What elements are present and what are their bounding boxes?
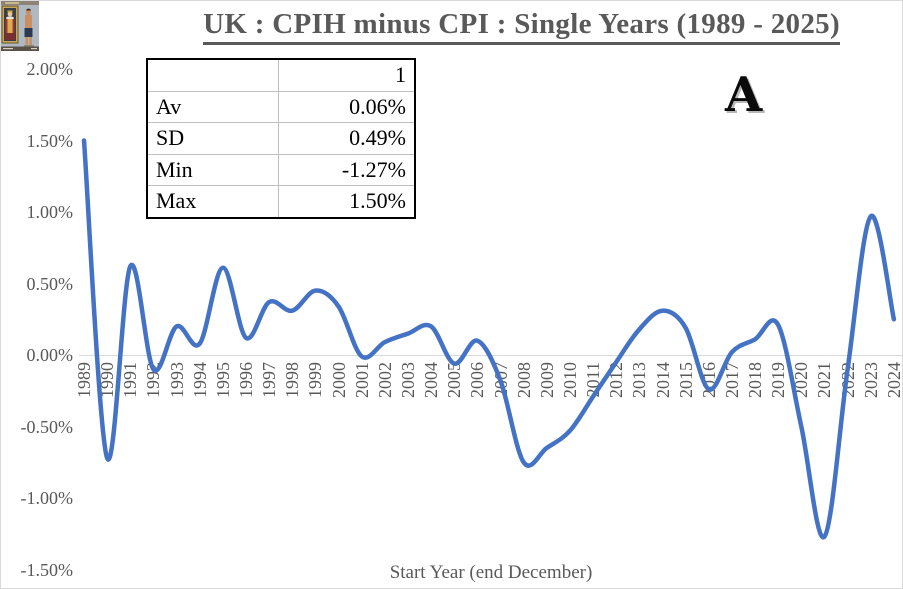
stat-label-max: Max — [146, 185, 279, 218]
y-axis-tick-label: 0.50% — [26, 273, 74, 294]
x-axis-tick-label: 2007 — [490, 362, 511, 398]
chart-title-row: UK : CPIH minus CPI : Single Years (1989… — [141, 8, 902, 45]
x-axis-tick-label: 1989 — [74, 362, 94, 398]
x-axis-tick-label: 2017 — [721, 362, 742, 398]
y-axis-tick-label: -0.50% — [20, 416, 74, 437]
x-axis-tick-label: 1998 — [282, 362, 303, 398]
stats-column-header: 1 — [278, 58, 416, 92]
x-axis-tick-label: 1995 — [212, 362, 233, 398]
x-axis-tick-label: 1990 — [97, 362, 118, 398]
table-row: Max 1.50% — [146, 185, 416, 218]
ornamental-letter-a: A — [725, 67, 763, 123]
x-axis-tick-label: 2013 — [629, 362, 650, 398]
stat-value-max: 1.50% — [278, 185, 416, 218]
stat-value-sd: 0.49% — [278, 122, 416, 155]
x-axis-tick-label: 2004 — [421, 362, 442, 398]
x-axis-tick-label: 2008 — [513, 362, 534, 398]
x-axis-tick-label: 1997 — [259, 362, 280, 398]
table-row: 1 — [146, 58, 416, 92]
table-row: Min -1.27% — [146, 153, 416, 186]
x-axis-tick-label: 2022 — [837, 362, 858, 398]
y-axis-tick-label: 2.00% — [26, 59, 74, 79]
x-axis-tick-label: 2005 — [444, 362, 465, 398]
x-axis-tick-label: 2024 — [883, 362, 903, 398]
x-axis-tick-label: 2006 — [467, 362, 488, 398]
x-axis-tick-label: 1992 — [143, 362, 164, 398]
x-axis-tick-label: 2014 — [652, 362, 673, 398]
x-axis-tick-label: 1991 — [120, 362, 141, 398]
stat-label-sd: SD — [146, 122, 279, 155]
x-axis-tick-label: 2019 — [768, 362, 789, 398]
header-thumbnail-image — [1, 1, 39, 51]
x-axis-tick-label: 1999 — [305, 362, 326, 398]
table-row: SD 0.49% — [146, 122, 416, 155]
y-axis-tick-label: 1.00% — [26, 202, 74, 222]
x-axis-tick-label: 2002 — [374, 362, 395, 398]
x-axis-tick-label: 2010 — [559, 362, 580, 398]
x-axis-tick-label: 2023 — [860, 362, 881, 398]
x-axis-tick-label: 2015 — [675, 362, 696, 398]
x-axis-title: Start Year (end December) — [389, 562, 593, 583]
chart-title: UK : CPIH minus CPI : Single Years (1989… — [203, 8, 840, 45]
stat-value-av: 0.06% — [278, 90, 416, 123]
y-axis-tick-label: -1.00% — [20, 488, 74, 508]
stat-label-min: Min — [146, 153, 279, 186]
stat-label-av: Av — [146, 90, 279, 123]
stats-table: 1 Av 0.06% SD 0.49% Min -1.27% Max 1.50% — [146, 58, 416, 219]
x-axis-tick-label: 2018 — [745, 362, 766, 398]
x-axis-tick-label: 1996 — [235, 362, 256, 398]
x-axis-tick-label: 1994 — [189, 362, 210, 398]
x-axis-tick-label: 2021 — [814, 362, 835, 398]
y-axis-tick-label: 1.50% — [26, 130, 74, 151]
x-axis-tick-label: 2003 — [397, 362, 418, 398]
x-axis-tick-label: 2001 — [351, 362, 372, 398]
x-axis-tick-label: 2009 — [536, 362, 557, 398]
table-row: Av 0.06% — [146, 90, 416, 123]
y-axis-tick-label: -1.50% — [20, 559, 74, 580]
x-axis-tick-label: 2016 — [698, 362, 719, 398]
stats-header-blank-cell — [146, 58, 279, 92]
x-axis-tick-label: 2011 — [583, 362, 604, 398]
x-axis-tick-label: 2000 — [328, 362, 349, 398]
stat-value-min: -1.27% — [278, 153, 416, 186]
y-axis: 2.00% 1.50% 1.00% 0.50% 0.00% -0.50% -1.00% -1.… — [1, 1, 74, 588]
y-axis-tick-label: 0.00% — [26, 345, 74, 365]
x-axis-tick-label: 1993 — [166, 362, 187, 398]
x-axis-tick-label: 2020 — [791, 362, 812, 398]
x-axis-tick-label: 2012 — [606, 362, 627, 398]
